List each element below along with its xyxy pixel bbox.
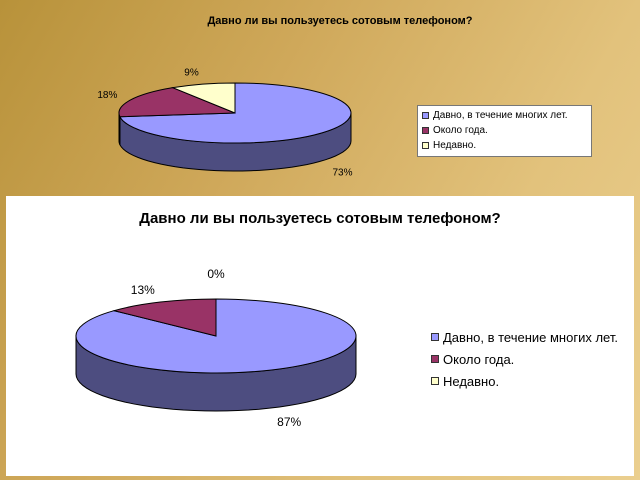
legend-swatch-icon xyxy=(422,112,429,119)
top-chart-panel: Давно ли вы пользуетесь сотовым телефоно… xyxy=(90,5,592,185)
pie-chart: 73% 18% 9% xyxy=(97,67,353,178)
legend-label: Недавно. xyxy=(443,373,500,389)
pie-slice xyxy=(111,298,217,337)
legend-label: Около года. xyxy=(443,351,515,367)
data-label: 0% xyxy=(207,267,225,281)
legend-item: Давно, в течение многих лет. xyxy=(422,108,587,123)
legend-item: Около года. xyxy=(422,123,587,138)
pie-slice-side xyxy=(118,113,121,145)
legend-item: Недавно. xyxy=(431,370,631,392)
legend-label: Недавно. xyxy=(433,140,477,151)
data-label: 73% xyxy=(333,167,353,178)
legend-swatch-icon xyxy=(431,377,439,385)
legend-swatch-icon xyxy=(422,142,429,149)
data-label: 18% xyxy=(97,90,117,101)
legend-swatch-icon xyxy=(422,127,429,134)
legend-item: Давно, в течение многих лет. xyxy=(431,326,631,348)
legend-item: Около года. xyxy=(431,348,631,370)
data-label: 87% xyxy=(277,415,301,429)
legend-item: Недавно. xyxy=(422,138,587,153)
pie-chart: 87% 13% 0% xyxy=(75,267,357,429)
legend-label: Давно, в течение многих лет. xyxy=(433,110,568,121)
legend-label: Давно, в течение многих лет. xyxy=(443,329,618,345)
data-label: 9% xyxy=(184,67,199,78)
data-label: 13% xyxy=(131,283,155,297)
legend-swatch-icon xyxy=(431,333,439,341)
chart-legend: Давно, в течение многих лет. Около года.… xyxy=(431,326,631,392)
bottom-chart-panel: Давно ли вы пользуетесь сотовым телефоно… xyxy=(6,196,634,476)
chart-title: Давно ли вы пользуетесь сотовым телефоно… xyxy=(139,210,501,227)
legend-swatch-icon xyxy=(431,355,439,363)
pie-slice xyxy=(171,82,236,114)
chart-legend: Давно, в течение многих лет. Около года.… xyxy=(417,105,592,157)
pie-slice xyxy=(118,87,236,118)
chart-title: Давно ли вы пользуетесь сотовым телефоно… xyxy=(207,15,473,27)
legend-label: Около года. xyxy=(433,125,488,136)
